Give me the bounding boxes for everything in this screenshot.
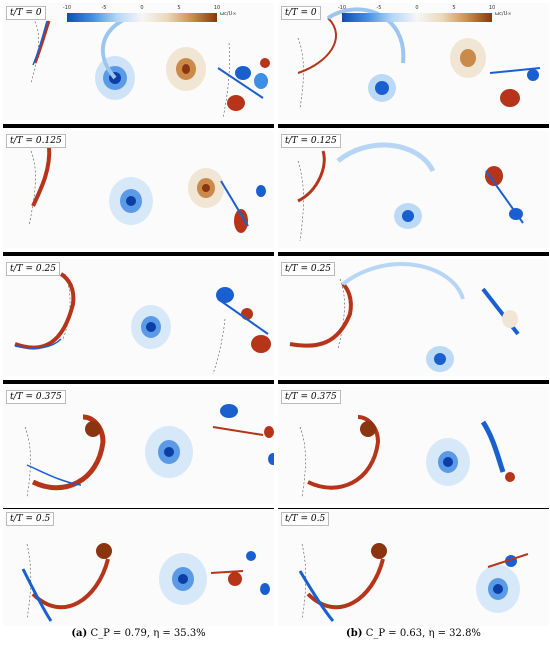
colorbar-tick: -10 (337, 5, 347, 11)
vorticity-field (21, 543, 270, 622)
time-label: t/T = 0.125 (281, 134, 341, 148)
time-label: t/T = 0.375 (6, 390, 66, 404)
caption-tag: (b) (346, 628, 363, 639)
time-label: t/T = 0.5 (281, 512, 330, 526)
time-label: t/T = 0.125 (6, 134, 66, 148)
left-panel-2: t/T = 0.25 (3, 259, 274, 376)
colorbar-tick: 5 (452, 5, 456, 11)
panel-separator (3, 380, 274, 384)
time-label: t/T = 0.25 (281, 262, 335, 276)
left-panel-0: t/T = 0 -10 -5 0 5 10 ωc/U∞ (3, 3, 274, 120)
right-panel-3: t/T = 0.375 (278, 387, 549, 504)
left-panel-1: t/T = 0.125 (3, 131, 274, 248)
colorbar-gradient (342, 13, 492, 22)
colorbar-tick: -5 (376, 5, 382, 11)
colorbar-unit: ωc/U∞ (495, 11, 512, 17)
vorticity-field (14, 272, 271, 375)
colorbar: -10 -5 0 5 10 ωc/U∞ (63, 5, 236, 22)
colorbar-tick: -10 (62, 5, 72, 11)
caption-tag: (a) (71, 628, 88, 639)
colorbar-tick: 5 (177, 5, 181, 11)
colorbar-tick: 10 (213, 5, 221, 11)
time-label: t/T = 0.375 (281, 390, 341, 404)
vorticity-field (24, 404, 274, 498)
panel-separator (278, 252, 549, 256)
left-panel-3: t/T = 0.375 (3, 387, 274, 504)
vorticity-field (297, 142, 524, 242)
vorticity-field (299, 415, 515, 498)
left-caption: (a) C_P = 0.79, η = 35.3% (3, 628, 274, 639)
time-label: t/T = 0 (6, 6, 46, 20)
vorticity-field (30, 16, 270, 119)
panel-separator (278, 124, 549, 128)
vorticity-field (298, 543, 529, 622)
panel-separator (3, 252, 274, 256)
panel-separator (3, 124, 274, 128)
caption-text: C_P = 0.63, η = 32.8% (365, 628, 481, 639)
right-panel-1: t/T = 0.125 (278, 131, 549, 248)
vorticity-field (289, 262, 520, 372)
time-label: t/T = 0.25 (6, 262, 60, 276)
colorbar-tick: 0 (140, 5, 144, 11)
colorbar-unit: ωc/U∞ (220, 11, 237, 17)
vorticity-field (28, 145, 266, 233)
colorbar-tick: -5 (101, 5, 107, 11)
right-panel-4: t/T = 0.5 (278, 509, 549, 626)
caption-text: C_P = 0.79, η = 35.3% (90, 628, 206, 639)
left-panel-4: t/T = 0.5 (3, 509, 274, 626)
time-label: t/T = 0.5 (6, 512, 55, 526)
colorbar: -10 -5 0 5 10 ωc/U∞ (338, 5, 511, 22)
right-caption: (b) C_P = 0.63, η = 32.8% (278, 628, 549, 639)
right-panel-0: t/T = 0 -10 -5 0 5 10 ωc/U∞ (278, 3, 549, 120)
right-panel-2: t/T = 0.25 (278, 259, 549, 376)
panel-separator (278, 380, 549, 384)
colorbar-tick: 0 (415, 5, 419, 11)
time-label: t/T = 0 (281, 6, 321, 20)
colorbar-tick: 10 (488, 5, 496, 11)
colorbar-gradient (67, 13, 217, 22)
